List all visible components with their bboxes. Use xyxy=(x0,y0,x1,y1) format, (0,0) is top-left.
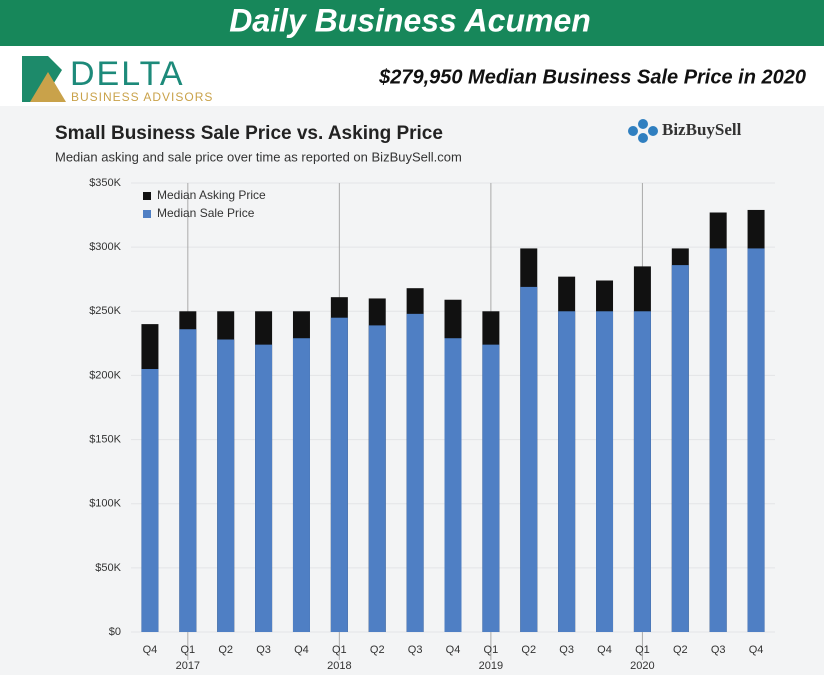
x-tick-label: Q4 xyxy=(597,644,612,656)
chart-title: Small Business Sale Price vs. Asking Pri… xyxy=(55,123,443,144)
chart-subtitle: Median asking and sale price over time a… xyxy=(55,149,462,164)
y-tick-label: $150K xyxy=(89,433,121,445)
bar xyxy=(520,286,538,632)
logo-name: DELTA xyxy=(70,55,185,93)
x-tick-label: Q1 xyxy=(484,644,499,656)
bar xyxy=(444,338,462,632)
x-tick-label: Q1 xyxy=(332,644,347,656)
source-icon xyxy=(628,119,658,143)
bar xyxy=(406,313,424,632)
x-tick-label: Q4 xyxy=(143,644,158,656)
x-tick-label: Q3 xyxy=(408,644,423,656)
x-tick-label: Q2 xyxy=(218,644,233,656)
bar xyxy=(671,265,689,632)
source-logo: BizBuySell xyxy=(662,120,742,139)
legend-swatch xyxy=(143,210,151,218)
y-tick-label: $100K xyxy=(89,498,121,510)
y-tick-label: $200K xyxy=(89,369,121,381)
x-tick-label: Q2 xyxy=(521,644,536,656)
legend-swatch xyxy=(143,192,151,200)
bar xyxy=(368,325,386,632)
logo-tagline: BUSINESS ADVISORS xyxy=(71,90,213,104)
bar xyxy=(633,311,651,632)
bar xyxy=(482,344,500,632)
x-tick-label: Q4 xyxy=(446,644,461,656)
legend-label: Median Asking Price xyxy=(157,188,266,202)
bar xyxy=(179,329,197,632)
x-tick-label: Q2 xyxy=(370,644,385,656)
banner xyxy=(0,0,824,46)
y-tick-label: $50K xyxy=(95,562,121,574)
legend-label: Median Sale Price xyxy=(157,206,255,220)
year-label: 2019 xyxy=(479,660,503,672)
x-tick-label: Q3 xyxy=(559,644,574,656)
bar xyxy=(255,344,273,632)
banner-title: Daily Business Acumen xyxy=(229,2,591,38)
year-label: 2017 xyxy=(176,660,200,672)
headline: $279,950 Median Business Sale Price in 2… xyxy=(378,66,806,88)
y-tick-label: $350K xyxy=(89,177,121,189)
logo-mark xyxy=(22,56,62,102)
bar xyxy=(596,311,614,632)
y-tick-label: $0 xyxy=(109,626,121,638)
x-tick-label: Q1 xyxy=(635,644,650,656)
plot: $0 $50K $100K $150K $200K $250K $300K $350K Q4 20… xyxy=(89,177,775,672)
logo-mark xyxy=(30,72,66,102)
x-tick-label: Q4 xyxy=(749,644,764,656)
bar xyxy=(558,311,576,632)
year-label: 2018 xyxy=(327,660,351,672)
x-tick-label: Q4 xyxy=(294,644,309,656)
bar xyxy=(709,248,727,632)
bar xyxy=(217,339,235,632)
x-tick-label: Q1 xyxy=(180,644,195,656)
bar xyxy=(292,338,310,632)
x-tick-label: Q2 xyxy=(673,644,688,656)
bar xyxy=(141,369,159,632)
x-tick-label: Q3 xyxy=(711,644,726,656)
y-tick-label: $300K xyxy=(89,241,121,253)
year-label: 2020 xyxy=(630,660,654,672)
y-tick-label: $250K xyxy=(89,305,121,317)
header-band xyxy=(0,46,824,106)
bar xyxy=(747,248,765,632)
bar xyxy=(330,317,348,632)
x-tick-label: Q3 xyxy=(256,644,271,656)
